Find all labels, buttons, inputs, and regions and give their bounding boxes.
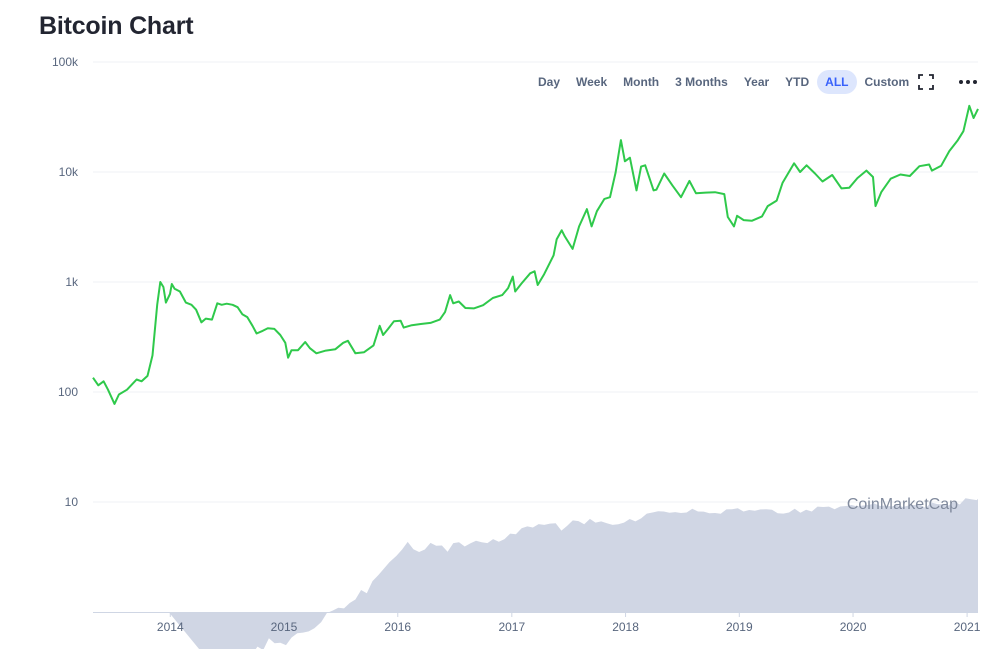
page-title: Bitcoin Chart [39,12,194,40]
range-ytd-button[interactable]: YTD [777,70,817,94]
fullscreen-button[interactable] [914,70,938,94]
y-tick-label: 100k [52,55,79,69]
watermark-text: CoinMarketCap [847,496,958,513]
x-tick-label: 2014 [157,620,184,634]
x-tick-label: 2020 [840,620,867,634]
more-horizontal-icon [959,80,977,84]
x-tick-label: 2017 [498,620,525,634]
y-tick-label: 10 [65,495,79,509]
x-tick-label: 2021 [954,620,981,634]
y-tick-label: 100 [58,385,78,399]
range-week-button[interactable]: Week [568,70,615,94]
y-tick-label: 10k [59,165,79,179]
y-tick-label: 1k [65,275,79,289]
grid-lines [93,61,978,503]
y-axis-ticks: 10 100 1k 10k 100k [52,55,79,509]
range-day-button[interactable]: Day [530,70,568,94]
volume-bars [168,498,978,649]
range-year-button[interactable]: Year [736,70,777,94]
more-options-button[interactable] [956,70,980,94]
time-range-toolbar: Day Week Month 3 Months Year YTD ALL Cus… [530,70,917,94]
x-axis-ticks: 2014 2015 2016 2017 2018 2019 2020 2021 [157,612,981,634]
range-all-button[interactable]: ALL [817,70,857,94]
range-month-button[interactable]: Month [615,70,667,94]
x-tick-label: 2019 [726,620,753,634]
range-3-months-button[interactable]: 3 Months [667,70,736,94]
x-tick-label: 2018 [612,620,639,634]
volume-area [168,498,978,649]
x-tick-label: 2016 [384,620,411,634]
price-line [92,104,979,405]
range-custom-button[interactable]: Custom [857,70,918,94]
fullscreen-icon [918,74,934,90]
x-tick-label: 2015 [271,620,298,634]
